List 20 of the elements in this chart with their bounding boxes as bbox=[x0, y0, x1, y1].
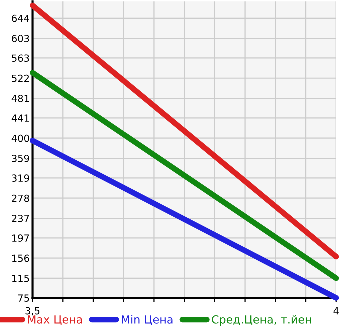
y-tick-label: 319 bbox=[12, 174, 30, 182]
y-tick-label: 522 bbox=[12, 74, 30, 82]
x-tick-label: 3,5 bbox=[26, 307, 40, 316]
y-tick-label: 481 bbox=[12, 95, 30, 102]
x-tick-label: 4 bbox=[334, 307, 339, 315]
y-tick-label: 400 bbox=[12, 134, 30, 142]
y-tick-label: 197 bbox=[12, 234, 30, 242]
y-tick-label: 156 bbox=[12, 254, 30, 262]
y-tick-label: 359 bbox=[12, 154, 30, 162]
y-tick-label: 278 bbox=[12, 194, 30, 202]
legend-label: Min Цена bbox=[122, 315, 173, 326]
y-tick-label: 563 bbox=[12, 54, 30, 62]
y-tick-label: 603 bbox=[12, 35, 30, 42]
y-tick-label: 644 bbox=[12, 14, 30, 22]
y-tick-label: 441 bbox=[12, 114, 30, 122]
legend-label: Сред.Цена, т.йен bbox=[212, 315, 312, 326]
y-tick-label: 237 bbox=[12, 214, 30, 222]
y-tick-label: 75 bbox=[18, 294, 30, 302]
y-tick-label: 115 bbox=[12, 275, 30, 282]
legend-label: Max Цена bbox=[28, 316, 82, 326]
